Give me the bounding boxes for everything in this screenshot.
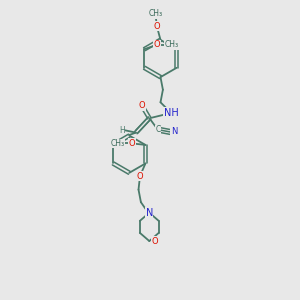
Text: N: N — [171, 128, 177, 136]
Text: CH₃: CH₃ — [164, 40, 178, 49]
Text: CH₃: CH₃ — [148, 9, 163, 18]
Text: O: O — [129, 139, 135, 148]
Text: O: O — [137, 172, 143, 181]
Text: O: O — [139, 101, 145, 110]
Text: O: O — [152, 236, 158, 245]
Text: N: N — [146, 208, 153, 218]
Text: NH: NH — [164, 108, 178, 118]
Text: CH₃: CH₃ — [110, 139, 124, 148]
Text: C: C — [155, 125, 160, 134]
Text: O: O — [154, 22, 160, 31]
Text: O: O — [154, 40, 160, 49]
Text: H: H — [119, 126, 125, 135]
